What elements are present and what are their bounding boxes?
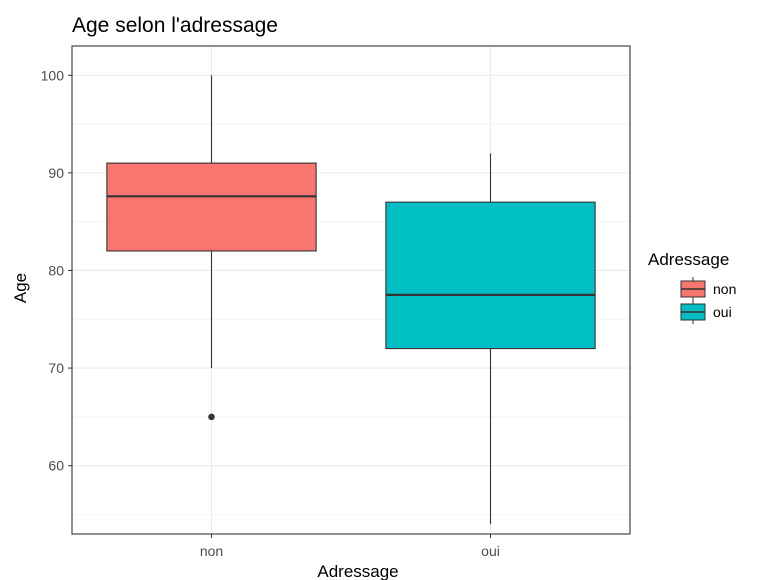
legend-label: oui	[713, 304, 732, 320]
outlier-point	[208, 413, 215, 421]
iqr-box	[385, 201, 596, 350]
y-tick-label: 100	[41, 67, 65, 83]
plot-border	[71, 45, 631, 535]
iqr-box	[106, 162, 317, 252]
x-tick-label: oui	[481, 543, 500, 559]
y-axis-title: Age	[11, 273, 30, 303]
chart-title: Age selon l'adressage	[72, 14, 278, 37]
y-tick-label: 60	[48, 458, 64, 474]
legend-label: non	[713, 281, 736, 297]
legend-item-oui: oui	[680, 300, 732, 324]
y-tick-label: 70	[48, 360, 64, 376]
y-tick-label: 80	[48, 262, 64, 278]
legend: non oui	[680, 277, 736, 324]
legend-item-non: non	[680, 277, 736, 301]
plot-area: 60 70 80 90 100 non oui	[41, 45, 631, 559]
x-axis-title: Adressage	[317, 562, 398, 580]
box-non	[106, 75, 317, 421]
box-oui	[385, 153, 596, 525]
x-tick-label: non	[200, 543, 223, 559]
legend-title: Adressage	[648, 250, 729, 269]
y-tick-label: 90	[48, 165, 64, 181]
